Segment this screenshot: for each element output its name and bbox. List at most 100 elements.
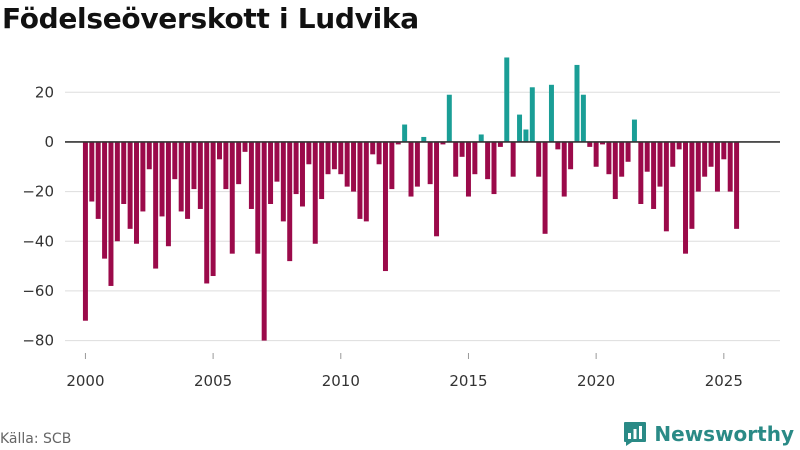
x-tick-label: 2020 <box>577 372 615 390</box>
bar <box>408 141 414 197</box>
bar <box>587 141 593 147</box>
bar <box>153 141 159 269</box>
newsworthy-logo-icon <box>624 422 647 446</box>
bar <box>306 141 312 165</box>
source-note: Källa: SCB <box>0 431 72 447</box>
bar <box>299 141 305 207</box>
bar <box>663 141 669 232</box>
bar <box>255 141 261 254</box>
bar <box>683 141 689 254</box>
bar <box>274 141 280 182</box>
bar <box>440 141 446 145</box>
bar <box>389 141 395 190</box>
bar <box>185 141 191 219</box>
bar <box>376 141 382 165</box>
bar <box>165 141 171 247</box>
y-tick-label: 0 <box>44 133 54 151</box>
bar <box>344 141 350 187</box>
y-tick-label: −20 <box>22 183 54 201</box>
x-tick-label: 2015 <box>449 372 487 390</box>
bar <box>542 141 548 234</box>
bar <box>689 141 695 229</box>
bar <box>159 141 165 217</box>
bar <box>606 141 612 175</box>
gridlines <box>65 91 780 342</box>
bar <box>178 141 184 212</box>
bar <box>446 94 452 142</box>
bar <box>695 141 701 192</box>
bar <box>395 141 401 145</box>
bar <box>555 141 561 150</box>
bar <box>140 141 146 212</box>
y-tick-label: 20 <box>35 83 54 101</box>
bar <box>268 141 274 204</box>
bar <box>434 141 440 237</box>
bar <box>638 141 644 204</box>
bar <box>491 141 497 195</box>
newsworthy-logo: Newsworthy <box>623 421 794 447</box>
bar <box>523 129 529 142</box>
x-tick-label: 2005 <box>194 372 232 390</box>
bar <box>363 141 369 222</box>
bar <box>497 141 503 147</box>
bar <box>593 141 599 167</box>
bar <box>242 141 248 152</box>
bar <box>351 141 357 192</box>
bar <box>472 141 478 175</box>
bar <box>714 141 720 192</box>
bar <box>427 141 433 185</box>
bar <box>402 124 408 142</box>
bar <box>204 141 210 284</box>
bar <box>510 141 516 177</box>
bar <box>172 141 178 180</box>
bar <box>734 141 740 229</box>
bar <box>414 141 420 187</box>
y-tick-label: −80 <box>22 332 54 350</box>
bar <box>280 141 286 222</box>
bar <box>248 141 254 209</box>
bar <box>676 141 682 150</box>
bar <box>293 141 299 195</box>
bar <box>134 141 139 244</box>
bar <box>382 141 388 272</box>
bar <box>561 141 567 197</box>
x-tick-label: 2025 <box>705 372 743 390</box>
bar <box>421 136 427 142</box>
bar <box>574 64 580 142</box>
bar <box>612 141 618 200</box>
bar <box>670 141 676 167</box>
bar <box>625 141 631 162</box>
newsworthy-brand: Newsworthy <box>654 422 794 446</box>
bar <box>127 141 133 229</box>
bar <box>261 141 267 341</box>
bar <box>312 141 318 244</box>
bar <box>319 141 325 200</box>
bar <box>191 141 197 190</box>
bar <box>459 141 465 157</box>
bar <box>727 141 733 192</box>
bars <box>82 57 740 341</box>
chart-title: Födelseöverskott i Ludvika <box>2 2 419 35</box>
bar <box>357 141 363 219</box>
bar <box>478 134 484 142</box>
x-tick-label: 2010 <box>322 372 360 390</box>
bar <box>217 141 222 160</box>
bar <box>453 141 459 177</box>
bar <box>568 141 574 170</box>
y-tick-label: −40 <box>22 232 54 250</box>
bar <box>536 141 542 177</box>
bar <box>121 141 127 204</box>
bar <box>504 57 510 142</box>
bar <box>708 141 714 167</box>
bar <box>465 141 471 197</box>
bar <box>651 141 657 209</box>
bar <box>325 141 331 175</box>
bar <box>370 141 376 155</box>
bar <box>517 114 523 142</box>
bar <box>631 119 637 142</box>
bar <box>721 141 727 160</box>
bar <box>102 141 108 259</box>
bar <box>619 141 625 177</box>
bar <box>529 87 535 142</box>
